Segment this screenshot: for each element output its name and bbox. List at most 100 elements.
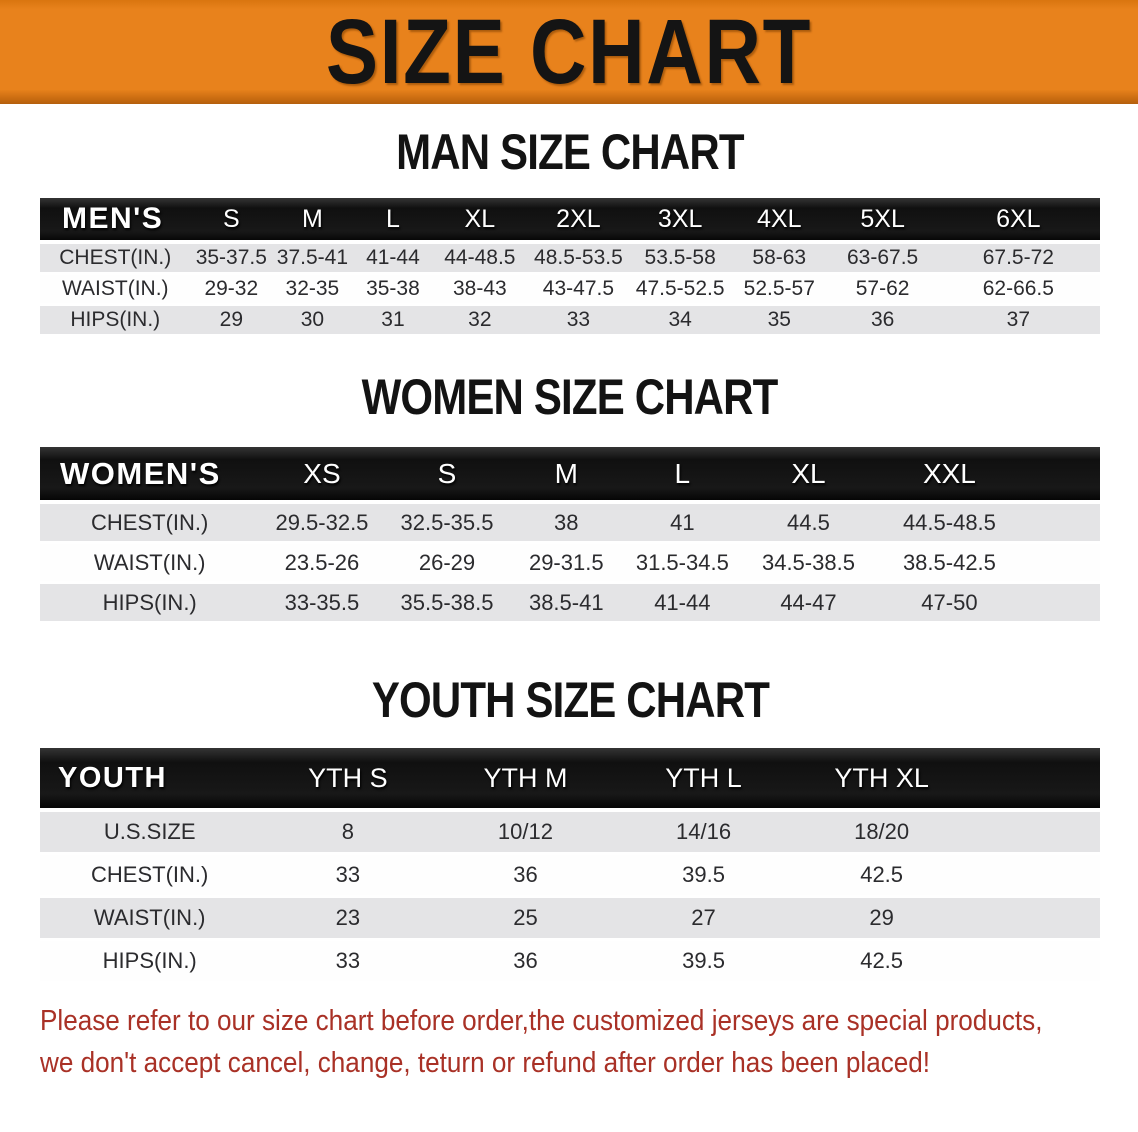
size-value-cell: 44-47 — [741, 584, 876, 624]
women-size-table: WOMEN'S XS S M L XL XXL CHEST(IN.) 29.5-32.5 32.5… — [40, 447, 1100, 624]
size-value-cell: 35 — [729, 306, 829, 337]
size-value-cell: 47.5-52.5 — [630, 275, 730, 306]
size-value-cell: 38.5-42.5 — [875, 544, 1024, 584]
row-label: CHEST(IN.) — [40, 855, 260, 898]
size-table-header-row: MEN'S S M L XL 2XL 3XL 4XL 5XL 6XL — [40, 198, 1100, 244]
size-value-cell: 35-38 — [352, 275, 434, 306]
size-value-cell: 31.5-34.5 — [622, 544, 742, 584]
size-value-cell: 29 — [190, 306, 273, 337]
men-size-section: MAN SIZE CHART MEN'S S M L XL 2XL 3XL 4XL 5XL 6XL… — [40, 124, 1100, 337]
column-header: YTH M — [436, 748, 615, 812]
size-table-header-row: WOMEN'S XS S M L XL XXL — [40, 447, 1100, 504]
women-section-heading: WOMEN SIZE CHART — [40, 369, 1100, 425]
filler-cell — [970, 812, 1100, 855]
order-notice: Please refer to our size chart before or… — [40, 1000, 1100, 1084]
size-chart-content: MAN SIZE CHART MEN'S S M L XL 2XL 3XL 4XL 5XL 6XL… — [0, 124, 1138, 1084]
notice-line-2: we don't accept cancel, change, teturn o… — [40, 1042, 1100, 1084]
size-value-cell: 37 — [936, 306, 1100, 337]
men-section-heading: MAN SIZE CHART — [40, 124, 1100, 180]
table-row: WAIST(IN.) 23 25 27 29 — [40, 898, 1100, 941]
men-size-table: MEN'S S M L XL 2XL 3XL 4XL 5XL 6XL CHEST(IN.) 35-37… — [40, 198, 1100, 337]
size-value-cell: 42.5 — [792, 855, 971, 898]
size-value-cell: 27 — [614, 898, 793, 941]
row-label: HIPS(IN.) — [40, 584, 260, 624]
table-title-cell: YOUTH — [40, 748, 260, 812]
size-value-cell: 26-29 — [384, 544, 510, 584]
table-row: HIPS(IN.) 29 30 31 32 33 34 35 36 37 — [40, 306, 1100, 337]
filler-cell — [1023, 447, 1100, 504]
size-value-cell: 31 — [352, 306, 434, 337]
row-label: HIPS(IN.) — [40, 941, 260, 984]
column-header: S — [190, 198, 273, 244]
size-value-cell: 38 — [509, 504, 623, 544]
row-label: CHEST(IN.) — [40, 244, 191, 275]
size-value-cell: 35-37.5 — [190, 244, 273, 275]
size-value-cell: 32-35 — [272, 275, 353, 306]
column-header: M — [272, 198, 353, 244]
column-header: S — [384, 447, 510, 504]
table-row: HIPS(IN.) 33-35.5 35.5-38.5 38.5-41 41-44 44-… — [40, 584, 1100, 624]
table-title-cell: MEN'S — [40, 198, 191, 244]
filler-cell — [970, 748, 1100, 812]
youth-size-section: YOUTH SIZE CHART YOUTH YTH S YTH M YTH L YTH… — [40, 672, 1100, 984]
women-section-heading-text: WOMEN SIZE CHART — [362, 369, 779, 425]
size-value-cell: 43-47.5 — [526, 275, 631, 306]
size-value-cell: 48.5-53.5 — [526, 244, 631, 275]
notice-line-1-text: Please refer to our size chart before or… — [40, 1005, 1043, 1037]
column-header: M — [509, 447, 623, 504]
size-value-cell: 39.5 — [614, 855, 793, 898]
column-header: XL — [741, 447, 876, 504]
size-value-cell: 39.5 — [614, 941, 793, 984]
row-label: U.S.SIZE — [40, 812, 260, 855]
notice-line-1: Please refer to our size chart before or… — [40, 1000, 1100, 1042]
table-row: WAIST(IN.) 29-32 32-35 35-38 38-43 43-47.5 47.… — [40, 275, 1100, 306]
table-row: CHEST(IN.) 33 36 39.5 42.5 — [40, 855, 1100, 898]
row-label: WAIST(IN.) — [40, 275, 191, 306]
size-value-cell: 47-50 — [875, 584, 1024, 624]
table-row: CHEST(IN.) 29.5-32.5 32.5-35.5 38 41 44.5 44.5… — [40, 504, 1100, 544]
size-value-cell: 25 — [436, 898, 615, 941]
filler-cell — [1023, 584, 1100, 624]
size-value-cell: 37.5-41 — [272, 244, 353, 275]
table-row: CHEST(IN.) 35-37.5 37.5-41 41-44 44-48.5 48.5… — [40, 244, 1100, 275]
size-value-cell: 29-32 — [190, 275, 273, 306]
size-value-cell: 29-31.5 — [509, 544, 623, 584]
size-value-cell: 33-35.5 — [259, 584, 385, 624]
youth-size-table: YOUTH YTH S YTH M YTH L YTH XL U.S.SIZE 8 10/12… — [40, 748, 1100, 984]
column-header: XL — [433, 198, 527, 244]
size-value-cell: 44.5-48.5 — [875, 504, 1024, 544]
filler-cell — [970, 898, 1100, 941]
table-title-cell: WOMEN'S — [40, 447, 260, 504]
size-value-cell: 44-48.5 — [433, 244, 527, 275]
size-value-cell: 32.5-35.5 — [384, 504, 510, 544]
size-value-cell: 34.5-38.5 — [741, 544, 876, 584]
men-section-heading-text: MAN SIZE CHART — [396, 124, 744, 180]
size-value-cell: 34 — [630, 306, 730, 337]
column-header: YTH XL — [792, 748, 971, 812]
size-value-cell: 38-43 — [433, 275, 527, 306]
size-value-cell: 14/16 — [614, 812, 793, 855]
size-value-cell: 29.5-32.5 — [259, 504, 385, 544]
filler-cell — [1023, 504, 1100, 544]
size-value-cell: 53.5-58 — [630, 244, 730, 275]
size-table-header-row: YOUTH YTH S YTH M YTH L YTH XL — [40, 748, 1100, 812]
size-value-cell: 36 — [436, 855, 615, 898]
size-value-cell: 18/20 — [792, 812, 971, 855]
column-header: 4XL — [729, 198, 829, 244]
filler-cell — [970, 941, 1100, 984]
size-value-cell: 58-63 — [729, 244, 829, 275]
column-header: 2XL — [526, 198, 631, 244]
size-value-cell: 29 — [792, 898, 971, 941]
table-row: HIPS(IN.) 33 36 39.5 42.5 — [40, 941, 1100, 984]
size-value-cell: 30 — [272, 306, 353, 337]
table-row: WAIST(IN.) 23.5-26 26-29 29-31.5 31.5-34.5 34… — [40, 544, 1100, 584]
row-label: WAIST(IN.) — [40, 898, 260, 941]
size-chart-banner: SIZE CHART — [0, 0, 1138, 104]
column-header: 5XL — [828, 198, 937, 244]
size-value-cell: 10/12 — [436, 812, 615, 855]
size-value-cell: 41-44 — [352, 244, 434, 275]
size-value-cell: 63-67.5 — [828, 244, 937, 275]
size-value-cell: 52.5-57 — [729, 275, 829, 306]
row-label: WAIST(IN.) — [40, 544, 260, 584]
size-value-cell: 23 — [259, 898, 437, 941]
